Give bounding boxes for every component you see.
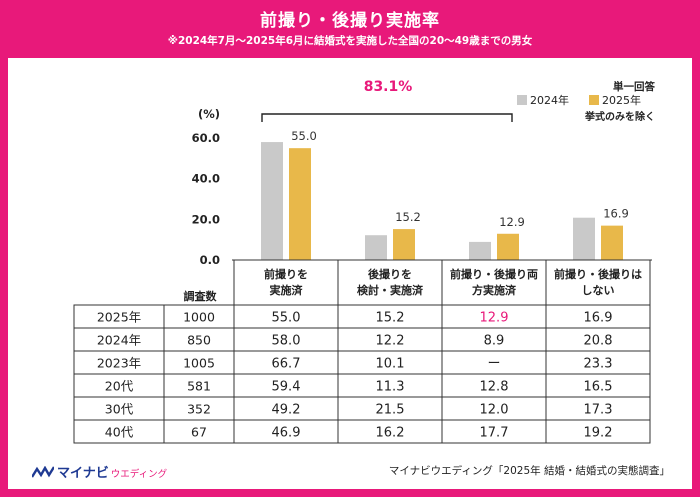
- table-cell: 8.9: [484, 334, 505, 349]
- table-cell: 58.0: [272, 334, 301, 349]
- count-header: 調査数: [184, 289, 218, 303]
- bar: [573, 217, 595, 260]
- bar: [601, 225, 623, 260]
- row-count: 581: [187, 379, 211, 394]
- category-label: 後撮りを: [368, 267, 412, 281]
- table-cell: 12.0: [480, 403, 509, 418]
- data-label: 55.0: [291, 129, 317, 143]
- row-count: 67: [191, 425, 207, 440]
- table-cell: 12.2: [376, 334, 405, 349]
- table-cell: 46.9: [272, 426, 301, 441]
- table-cell: 59.4: [272, 380, 301, 395]
- bar: [365, 235, 387, 260]
- table-cell: 17.7: [480, 426, 509, 441]
- category-label: 方実施済: [472, 283, 517, 297]
- bar: [469, 241, 491, 260]
- header: 前撮り・後撮り実施率 ※2024年7月～2025年6月に結婚式を実施した全国の2…: [0, 0, 700, 60]
- table-cell: 21.5: [376, 403, 405, 418]
- table-cell: 12.8: [480, 380, 509, 395]
- table-cell: 11.3: [376, 380, 405, 395]
- legend-title: 単一回答: [613, 80, 655, 93]
- data-label: 15.2: [395, 210, 421, 224]
- chart-subtitle: ※2024年7月～2025年6月に結婚式を実施した全国の20～49歳までの男女: [167, 35, 533, 47]
- logo-mark-icon: [32, 465, 54, 478]
- row-label: 2023年: [97, 356, 141, 371]
- legend-swatch-2024: [517, 95, 527, 105]
- logo-subtext: ウエディング: [110, 469, 168, 480]
- row-count: 1005: [183, 356, 215, 371]
- category-label: しない: [582, 284, 615, 297]
- table-cell: 10.1: [376, 357, 405, 372]
- y-tick-label: 0.0: [200, 253, 220, 267]
- brand-logo: マイナビ ウエディング: [32, 462, 167, 481]
- bracket-label: 83.1%: [364, 79, 413, 95]
- bar: [497, 233, 519, 260]
- table-cell: 16.2: [376, 426, 405, 441]
- row-label: 30代: [105, 402, 134, 417]
- category-label: 前撮り・後撮りは: [554, 267, 642, 281]
- row-count: 1000: [183, 310, 215, 325]
- source-note: マイナビウエディング「2025年 結婚・結婚式の実態調査」: [388, 465, 670, 477]
- y-axis-unit: (%): [198, 107, 220, 121]
- row-count: 352: [187, 402, 211, 417]
- table-cell: 16.9: [584, 311, 613, 326]
- bar: [289, 148, 311, 260]
- category-label: 前撮り・後撮り両: [450, 267, 538, 281]
- row-count: 850: [187, 333, 211, 348]
- legend-swatch-2025: [589, 95, 599, 105]
- row-label: 40代: [105, 425, 134, 440]
- bracket-line: [261, 113, 513, 122]
- logo-text: マイナビ: [57, 466, 109, 481]
- table-cell: 66.7: [272, 357, 301, 372]
- table-cell: 20.8: [584, 334, 613, 349]
- table-cell: 15.2: [376, 311, 405, 326]
- legend-note: 挙式のみを除く: [584, 110, 655, 123]
- data-label: 12.9: [499, 215, 525, 229]
- y-tick-label: 40.0: [192, 172, 220, 186]
- category-label: 検討・実施済: [357, 283, 424, 297]
- legend-label-2024: 2024年: [530, 93, 569, 107]
- y-tick-label: 20.0: [192, 212, 220, 226]
- legend-label-2025: 2025年: [602, 93, 641, 107]
- data-label: 16.9: [603, 207, 629, 221]
- table-cell: 17.3: [584, 403, 613, 418]
- table-cell: ー: [487, 357, 500, 372]
- category-label: 実施済: [270, 283, 304, 297]
- bar: [261, 142, 283, 260]
- bar: [393, 229, 415, 260]
- table-cell: 16.5: [584, 380, 613, 395]
- row-label: 20代: [105, 379, 134, 394]
- category-label: 前撮りを: [264, 267, 308, 281]
- y-tick-label: 60.0: [192, 131, 220, 145]
- table-cell: 19.2: [584, 426, 613, 441]
- table-cell: 23.3: [584, 357, 613, 372]
- table-cell: 55.0: [272, 311, 301, 326]
- row-label: 2024年: [97, 333, 141, 348]
- row-label: 2025年: [97, 310, 141, 325]
- table-cell: 49.2: [272, 403, 301, 418]
- chart-title: 前撮り・後撮り実施率: [260, 11, 440, 31]
- table-cell: 12.9: [480, 311, 509, 326]
